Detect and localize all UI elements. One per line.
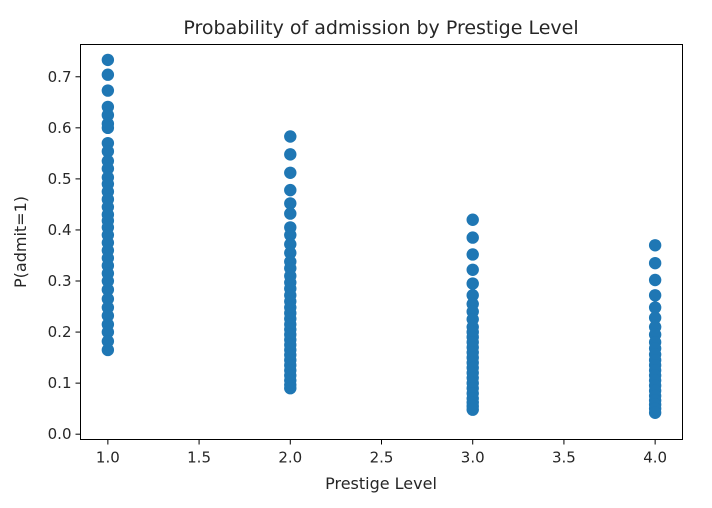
data-point — [101, 68, 115, 81]
data-point — [284, 148, 297, 161]
y-tick-label: 0.2 — [48, 323, 72, 341]
data-point — [101, 343, 115, 357]
data-point — [101, 145, 115, 158]
data-points — [101, 53, 662, 419]
x-tick-label: 4.0 — [643, 449, 667, 467]
data-point — [284, 207, 297, 220]
x-axis-label: Prestige Level — [325, 474, 437, 493]
data-point — [101, 292, 115, 306]
y-tick-label: 0.3 — [48, 272, 72, 290]
data-point — [284, 382, 297, 395]
data-point — [284, 197, 297, 210]
data-point — [284, 228, 297, 242]
y-tick-label: 0.4 — [48, 221, 72, 239]
data-point — [648, 301, 662, 314]
data-point — [101, 108, 115, 122]
y-tick-label: 0.6 — [48, 119, 72, 137]
x-tick-label: 1.0 — [96, 449, 120, 467]
data-point — [648, 289, 662, 302]
x-tick-label: 3.5 — [552, 449, 576, 467]
data-point — [101, 335, 115, 348]
data-point — [648, 273, 662, 287]
data-point — [284, 183, 297, 197]
data-point — [284, 166, 297, 179]
data-point — [284, 130, 297, 143]
data-point — [101, 325, 115, 339]
data-point — [284, 238, 297, 251]
y-tick-label: 0.1 — [48, 374, 72, 392]
y-axis-label: P(admit=1) — [11, 196, 30, 288]
data-point — [648, 311, 662, 324]
data-point — [101, 162, 115, 175]
y-axis: 0.0 0.1 0.2 0.3 0.4 0.5 0.6 0.7 — [48, 68, 81, 443]
data-point — [466, 403, 479, 416]
data-point — [466, 213, 479, 226]
data-point — [648, 406, 662, 419]
data-point — [101, 309, 115, 322]
plot-area-frame — [80, 44, 683, 440]
data-point — [466, 248, 479, 261]
x-tick-label: 2.0 — [278, 449, 302, 467]
y-tick-label: 0.7 — [48, 68, 72, 86]
data-point — [101, 274, 115, 288]
data-point — [101, 283, 115, 296]
data-point — [101, 53, 115, 67]
x-tick-label: 2.5 — [370, 449, 394, 467]
x-tick-label: 3.0 — [461, 449, 485, 467]
data-point — [648, 256, 662, 270]
data-point — [101, 121, 115, 135]
x-axis: 1.0 1.5 2.0 2.5 3.0 3.5 4.0 — [96, 439, 667, 467]
chart-title: Probability of admission by Prestige Lev… — [183, 17, 578, 39]
y-tick-label: 0.0 — [48, 425, 72, 443]
data-point — [466, 277, 479, 290]
data-point — [466, 231, 479, 244]
y-tick-label: 0.5 — [48, 170, 72, 188]
data-point — [101, 84, 115, 97]
data-point — [466, 263, 479, 276]
data-point — [284, 246, 297, 260]
data-point — [466, 289, 479, 302]
data-point — [648, 239, 662, 252]
x-tick-label: 1.5 — [187, 449, 211, 467]
